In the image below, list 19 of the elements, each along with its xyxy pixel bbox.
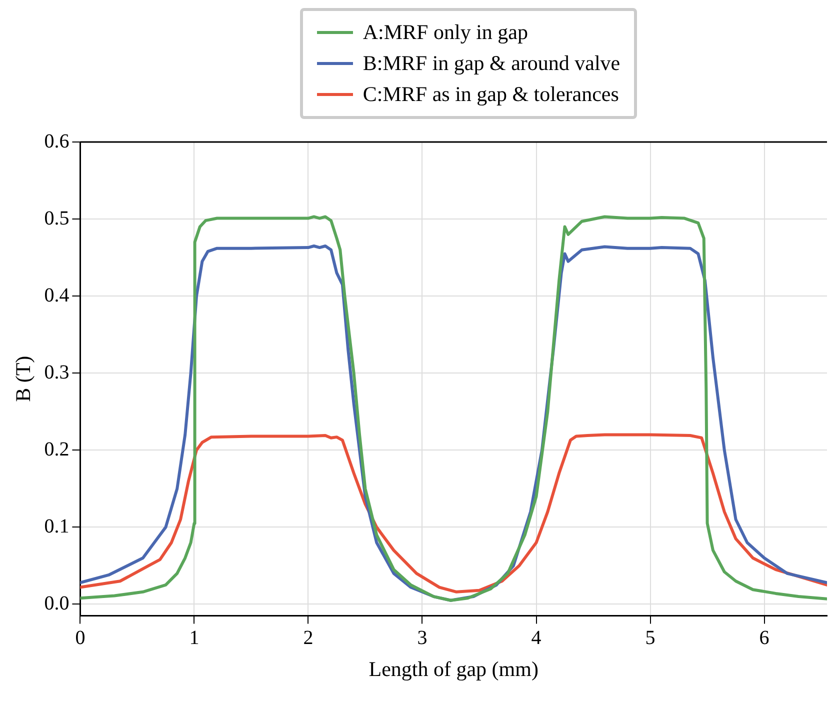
x-tick-label: 4 — [531, 627, 542, 650]
x-tick-label: 2 — [303, 627, 314, 650]
legend-label: A:MRF only in gap — [362, 20, 528, 45]
y-tick-label: 0.4 — [44, 284, 70, 306]
x-tick-label: 5 — [645, 627, 656, 650]
legend-label: B:MRF in gap & around valve — [362, 51, 620, 76]
y-tick-label: 0.3 — [44, 361, 70, 384]
x-tick-label: 0 — [75, 627, 86, 650]
y-tick-label: 0.2 — [44, 438, 70, 460]
x-tick-label: 1 — [189, 627, 200, 650]
y-axis-title: B (T) — [11, 356, 36, 402]
y-tick-label: 0.5 — [44, 207, 70, 230]
legend-label: C:MRF as in gap & tolerances — [362, 82, 619, 107]
y-tick-label: 0.6 — [44, 130, 70, 152]
x-tick-label: 3 — [417, 627, 428, 650]
y-tick-label: 0.1 — [44, 515, 70, 538]
x-axis-title: Length of gap (mm) — [368, 656, 538, 681]
y-tick-label: 0.0 — [44, 592, 70, 614]
x-tick-label: 6 — [759, 627, 770, 650]
